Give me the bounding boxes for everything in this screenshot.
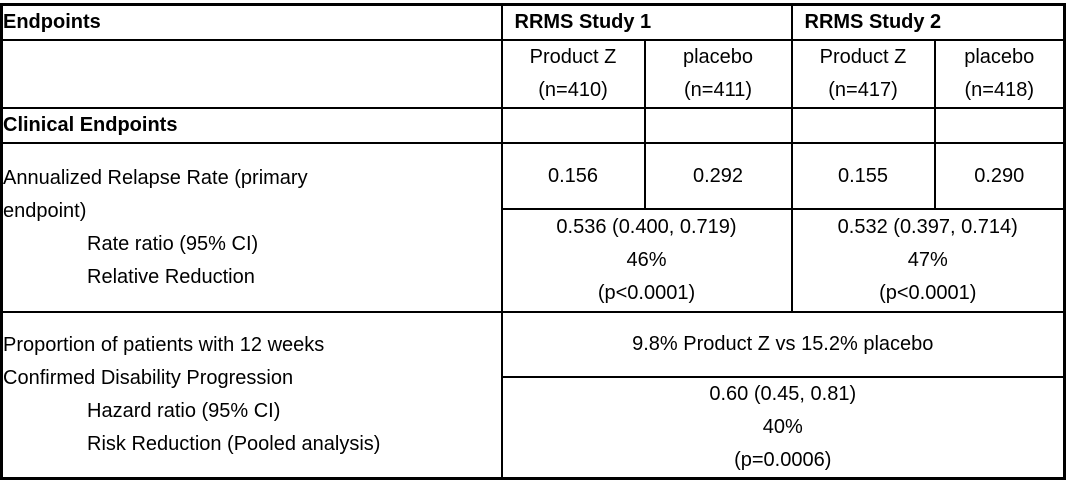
empty-cell: [500, 107, 646, 144]
table-header-row: Endpoints RRMS Study 1 RRMS Study 2: [0, 3, 1066, 41]
header-rrms-study-2: RRMS Study 2: [790, 3, 1066, 41]
arr-sub-label-relative-reduction: Relative Reduction: [87, 265, 255, 288]
arr-label: Annualized Relapse Rate (primary endpoin…: [3, 166, 308, 222]
arr-study2-placebo-value: 0.290: [933, 142, 1066, 210]
section-title-row: Clinical Endpoints: [0, 107, 1066, 144]
section-title-clinical-endpoints: Clinical Endpoints: [0, 107, 503, 144]
cdp-result-value: 9.8% Product Z vs 15.2% placebo: [500, 311, 1066, 378]
subheader-study2-placebo: placebo (n=418): [933, 39, 1066, 109]
hazard-ratio-block: 0.60 (0.45, 0.81) 40% (p=0.0006): [500, 376, 1066, 480]
arr-study2-product-value: 0.155: [790, 142, 936, 210]
empty-cell: [643, 107, 793, 144]
annualized-relapse-rate-row: Annualized Relapse Rate (primary endpoin…: [0, 142, 1066, 313]
subheader-study1-placebo: placebo (n=411): [643, 39, 793, 109]
arr-study1-product-value: 0.156: [500, 142, 646, 210]
empty-cell: [933, 107, 1066, 144]
arr-sub-label-rate-ratio: Rate ratio (95% CI): [87, 232, 259, 255]
header-rrms-study-1: RRMS Study 1: [500, 3, 793, 41]
hazard-ratio-row: 0.60 (0.45, 0.81) 40% (p=0.0006): [2, 376, 1066, 480]
cdp-sub-label-hazard-ratio: Hazard ratio (95% CI): [87, 400, 281, 422]
arr-study1-placebo-value: 0.292: [643, 142, 793, 210]
rate-ratio-study2-block: 0.532 (0.397, 0.714) 47% (p<0.0001): [790, 208, 1066, 313]
subheader-study1-product-z: Product Z (n=410): [500, 39, 646, 109]
disability-progression-row: Proportion of patients with 12 weeks Con…: [0, 311, 1066, 480]
arr-label-cell: Annualized Relapse Rate (primary endpoin…: [0, 142, 503, 313]
empty-cell: [0, 39, 503, 109]
cdp-sub-label-risk-reduction: Risk Reduction (Pooled analysis): [87, 433, 381, 455]
rate-ratio-row: 0.536 (0.400, 0.719) 46% (p<0.0001) 0.53…: [2, 208, 1066, 313]
subheader-study2-product-z: Product Z (n=417): [790, 39, 936, 109]
empty-cell: [790, 107, 936, 144]
header-endpoints: Endpoints: [0, 3, 503, 41]
cdp-label: Proportion of patients with 12 weeks Con…: [3, 334, 325, 389]
rate-ratio-study1-block: 0.536 (0.400, 0.719) 46% (p<0.0001): [500, 208, 793, 313]
clinical-endpoints-table: Endpoints RRMS Study 1 RRMS Study 2 Prod…: [0, 3, 1066, 480]
table-subheader-row: Product Z (n=410) placebo (n=411) Produc…: [0, 39, 1066, 109]
cdp-label-cell: Proportion of patients with 12 weeks Con…: [0, 311, 503, 480]
